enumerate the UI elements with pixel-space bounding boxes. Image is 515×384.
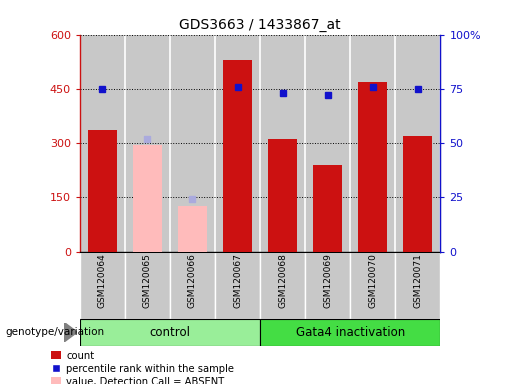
Bar [305, 252, 350, 319]
Bar [260, 35, 305, 252]
Bar [170, 35, 215, 252]
Bar [396, 35, 440, 252]
Text: GSM120066: GSM120066 [188, 253, 197, 308]
Bar [178, 206, 207, 252]
Bar [403, 136, 433, 252]
Bar [125, 252, 170, 319]
Bar [313, 165, 342, 252]
Bar [350, 252, 396, 319]
Text: GSM120067: GSM120067 [233, 253, 242, 308]
Text: GSM120064: GSM120064 [98, 253, 107, 308]
Polygon shape [64, 323, 77, 342]
Bar [80, 252, 125, 319]
Bar [268, 139, 297, 252]
Bar [260, 252, 305, 319]
Bar [215, 252, 260, 319]
Title: GDS3663 / 1433867_at: GDS3663 / 1433867_at [179, 18, 341, 32]
Bar [350, 35, 396, 252]
Text: GSM120071: GSM120071 [414, 253, 422, 308]
Text: control: control [149, 326, 191, 339]
Bar [170, 252, 215, 319]
Bar [223, 60, 252, 252]
Text: GSM120069: GSM120069 [323, 253, 332, 308]
Bar [358, 81, 387, 252]
Bar [260, 319, 440, 346]
Legend: count, percentile rank within the sample, value, Detection Call = ABSENT, rank, : count, percentile rank within the sample… [52, 351, 234, 384]
Bar [305, 35, 350, 252]
Text: GSM120070: GSM120070 [368, 253, 377, 308]
Text: Gata4 inactivation: Gata4 inactivation [296, 326, 405, 339]
Bar [396, 252, 440, 319]
Text: GSM120068: GSM120068 [278, 253, 287, 308]
Bar [80, 35, 125, 252]
Bar [80, 319, 260, 346]
Bar [215, 35, 260, 252]
Bar [133, 145, 162, 252]
Bar [125, 35, 170, 252]
Text: GSM120065: GSM120065 [143, 253, 152, 308]
Text: genotype/variation: genotype/variation [5, 327, 104, 337]
Bar [88, 131, 117, 252]
